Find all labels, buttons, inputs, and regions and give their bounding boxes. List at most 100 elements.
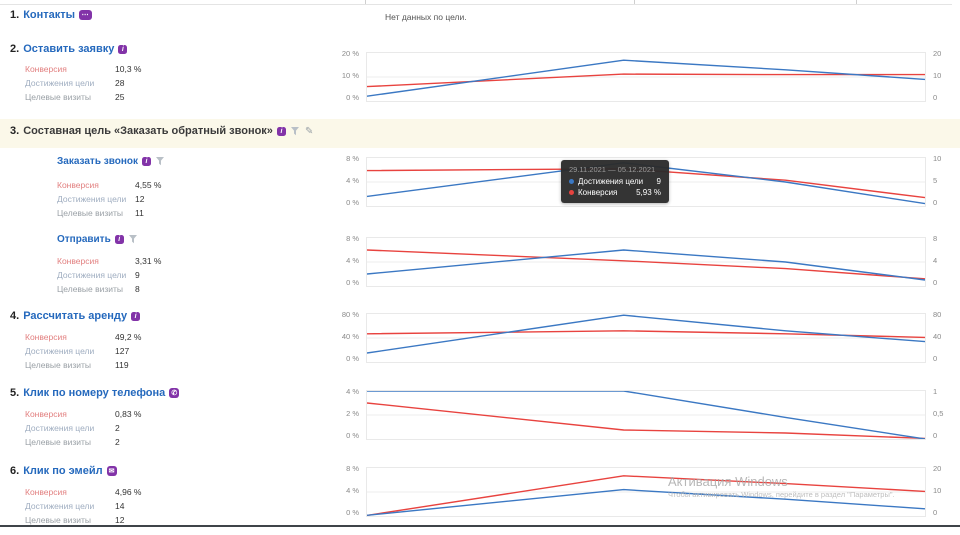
goal-type-icon: i bbox=[118, 44, 128, 54]
metric-label-conversion: Конверсия bbox=[25, 487, 67, 497]
axis-tick-label: 80 bbox=[933, 310, 942, 319]
goal-link-ostavit-zayavku[interactable]: Оставить заявку bbox=[23, 43, 115, 55]
goal-6-header: 6. Клик по эмейл ✉ bbox=[10, 465, 117, 477]
goal-2-header: 2. Оставить заявку i bbox=[10, 43, 128, 55]
metric-value-visits: 11 bbox=[135, 208, 144, 218]
right-axis: 20 10 0 bbox=[926, 464, 952, 517]
axis-tick-label: 20 bbox=[933, 464, 942, 473]
metric-label-conversion: Конверсия bbox=[25, 332, 67, 342]
phone-icon: ✆ bbox=[169, 388, 180, 398]
tooltip-label: Конверсия bbox=[578, 188, 618, 197]
metric-value-visits: 119 bbox=[115, 360, 129, 370]
axis-tick-label: 0 % bbox=[346, 508, 359, 517]
axis-tick-label: 4 bbox=[933, 256, 938, 265]
line-chart-plot[interactable] bbox=[366, 52, 926, 102]
chart-tooltip: 29.11.2021 — 05.12.2021 Достижения цели 9… bbox=[561, 160, 669, 203]
axis-tick-label: 0 % bbox=[346, 93, 359, 102]
windows-activation-hint: Чтобы активировать Windows, перейдите в … bbox=[668, 490, 895, 499]
goal-type-icon: i bbox=[114, 235, 124, 244]
filter-icon[interactable] bbox=[128, 235, 137, 244]
axis-tick-label: 8 bbox=[933, 234, 938, 243]
goal-link-zakazat-zvonok[interactable]: Заказать звонок bbox=[57, 156, 138, 167]
goal-link-klik-telefon[interactable]: Клик по номеру телефона bbox=[23, 387, 166, 399]
goal-4-header: 4. Рассчитать аренду i bbox=[10, 310, 141, 322]
axis-tick-label: 8 % bbox=[346, 154, 359, 163]
filter-icon[interactable] bbox=[290, 126, 299, 136]
filter-icon[interactable] bbox=[156, 157, 164, 166]
metric-label-visits: Целевые визиты bbox=[25, 92, 92, 102]
tooltip-label: Достижения цели bbox=[578, 177, 644, 186]
right-axis: 10 5 0 bbox=[926, 154, 952, 207]
goal-number: 4. bbox=[10, 310, 20, 322]
left-axis: 4 % 2 % 0 % bbox=[334, 387, 366, 440]
metric-label-visits: Целевые визиты bbox=[25, 360, 92, 370]
goal-6-chart: 8 % 4 % 0 % 20 10 0 bbox=[334, 464, 952, 517]
tooltip-value: 5,93 % bbox=[636, 188, 661, 197]
metric-value-conversion: 3,31 % bbox=[135, 256, 162, 266]
goal-link-kontakty[interactable]: Контакты bbox=[23, 9, 76, 21]
axis-tick-label: 2 % bbox=[346, 409, 359, 418]
axis-tick-label: 8 % bbox=[346, 464, 359, 473]
goal-4-metrics: Конверсия 49,2 % Достижения цели 127 Целев… bbox=[25, 330, 141, 372]
goal-type-icon: i bbox=[142, 157, 151, 166]
metric-value-reaches: 12 bbox=[135, 194, 145, 204]
axis-tick-label: 0 bbox=[933, 93, 938, 102]
goal-type-icon: i bbox=[131, 311, 141, 321]
axis-tick-label: 1 bbox=[933, 387, 938, 396]
ruler-tick bbox=[634, 0, 635, 4]
metric-value-conversion: 0,83 % bbox=[115, 409, 142, 419]
goal-link-otpravit[interactable]: Отправить bbox=[57, 234, 111, 245]
axis-tick-label: 0 % bbox=[346, 431, 359, 440]
axis-tick-label: 10 bbox=[933, 154, 942, 163]
line-chart-plot[interactable]: 29.11.2021 — 05.12.2021 Достижения цели 9… bbox=[366, 157, 926, 207]
left-axis: 8 % 4 % 0 % bbox=[334, 154, 366, 207]
metric-label-conversion: Конверсия bbox=[57, 256, 99, 266]
metric-value-visits: 25 bbox=[115, 92, 125, 102]
axis-tick-label: 4 % bbox=[346, 486, 359, 495]
goal-5-header: 5. Клик по номеру телефона ✆ bbox=[10, 387, 180, 399]
goal-6-metrics: Конверсия 4,96 % Достижения цели 14 Целевы… bbox=[25, 485, 141, 527]
subgoal-1-header: Заказать звонок i bbox=[57, 156, 164, 167]
series-dot-blue bbox=[569, 179, 574, 184]
metric-value-reaches: 9 bbox=[135, 270, 140, 280]
axis-tick-label: 40 % bbox=[341, 332, 359, 341]
line-chart-plot[interactable] bbox=[366, 467, 926, 517]
line-chart-plot[interactable] bbox=[366, 313, 926, 363]
axis-tick-label: 0 bbox=[933, 431, 938, 440]
axis-tick-label: 8 % bbox=[346, 234, 359, 243]
goal-4-chart: 80 % 40 % 0 % 80 40 0 bbox=[334, 310, 952, 363]
metric-label-reaches: Достижения цели bbox=[25, 78, 95, 88]
chat-badge-icon: ⋯ bbox=[79, 10, 93, 20]
subgoal-1-chart: 8 % 4 % 0 % 29.11.2021 — 05.12.2021 Достиж… bbox=[334, 154, 952, 207]
metric-label-reaches: Достижения цели bbox=[57, 194, 127, 204]
metric-value-reaches: 28 bbox=[115, 78, 125, 88]
series-dot-red bbox=[569, 190, 574, 195]
composite-goal-highlight bbox=[0, 119, 960, 148]
metric-value-reaches: 127 bbox=[115, 346, 130, 356]
goal-1-header: 1. Контакты ⋯ bbox=[10, 9, 93, 21]
left-axis: 8 % 4 % 0 % bbox=[334, 234, 366, 287]
metric-label-reaches: Достижения цели bbox=[25, 423, 95, 433]
subgoal-1-metrics: Конверсия 4,55 % Достижения цели 12 Целевы… bbox=[57, 178, 161, 220]
axis-tick-label: 0,5 bbox=[933, 409, 944, 418]
right-axis: 80 40 0 bbox=[926, 310, 952, 363]
axis-tick-label: 4 % bbox=[346, 256, 359, 265]
edit-pencil-icon[interactable]: ✎ bbox=[304, 125, 314, 137]
no-data-message: Нет данных по цели. bbox=[385, 12, 467, 22]
goal-number: 3. bbox=[10, 125, 20, 137]
goal-2-chart: 20 % 10 % 0 % 20 10 0 bbox=[334, 49, 952, 102]
subgoal-2-chart: 8 % 4 % 0 % 8 4 0 bbox=[334, 234, 952, 287]
ruler-tick bbox=[365, 0, 366, 4]
axis-tick-label: 0 bbox=[933, 198, 938, 207]
goal-number: 1. bbox=[10, 9, 20, 21]
metric-label-conversion: Конверсия bbox=[57, 180, 99, 190]
metric-label-reaches: Достижения цели bbox=[25, 501, 95, 511]
line-chart-plot[interactable] bbox=[366, 390, 926, 440]
axis-tick-label: 0 bbox=[933, 354, 938, 363]
goal-link-rasschitat-arendu[interactable]: Рассчитать аренду bbox=[23, 310, 128, 322]
goal-link-klik-email[interactable]: Клик по эмейл bbox=[23, 465, 103, 477]
axis-tick-label: 5 bbox=[933, 176, 938, 185]
line-chart-plot[interactable] bbox=[366, 237, 926, 287]
metric-label-reaches: Достижения цели bbox=[57, 270, 127, 280]
axis-tick-label: 0 % bbox=[346, 354, 359, 363]
